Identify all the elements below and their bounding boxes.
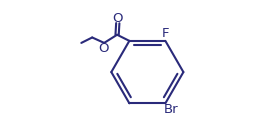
Text: F: F [162,27,169,40]
Text: O: O [112,12,123,25]
Text: Br: Br [164,103,179,116]
Text: O: O [98,42,109,55]
